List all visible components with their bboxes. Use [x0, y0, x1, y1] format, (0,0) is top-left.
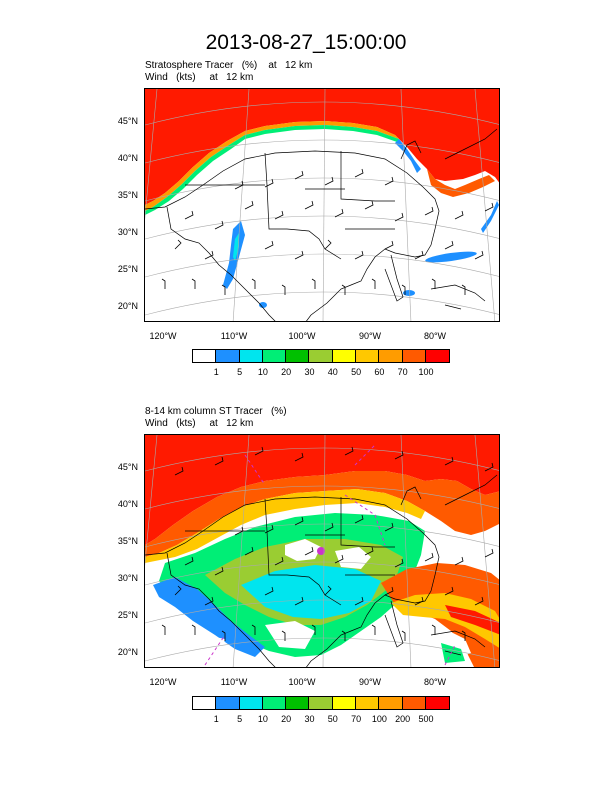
colorbar-swatch — [402, 350, 426, 362]
colorbar-label: 20 — [281, 367, 292, 377]
colorbar-label: 10 — [257, 367, 268, 377]
colorbar-label: 20 — [281, 714, 292, 724]
panel1-map — [144, 88, 500, 322]
panel2-lat-label: 30°N — [117, 573, 138, 583]
panel1-lon-label: 120°W — [149, 331, 177, 341]
colorbar-label: 100 — [418, 367, 434, 377]
colorbar-swatch — [239, 697, 263, 709]
colorbar-swatch — [379, 697, 403, 709]
colorbar-swatch — [239, 350, 263, 362]
colorbar-label: 30 — [304, 367, 315, 377]
panel2-lat-label: 45°N — [117, 462, 138, 472]
panel2-lat-label: 40°N — [117, 499, 138, 509]
panel1-lon-label: 80°W — [423, 331, 447, 341]
colorbar-swatch — [332, 697, 357, 709]
colorbar-label: 70 — [351, 714, 362, 724]
colorbar-label: 5 — [237, 367, 243, 377]
colorbar-swatch — [309, 697, 333, 709]
panel2-lon-label: 110°W — [220, 677, 248, 687]
colorbar-label: 200 — [395, 714, 411, 724]
panel1-lat-label: 25°N — [117, 264, 138, 274]
panel1-lon-label: 100°W — [288, 331, 316, 341]
magenta-contours — [204, 444, 456, 666]
panel2-colorbar — [192, 696, 451, 710]
tracer-field-high — [145, 435, 499, 545]
wind-barbs — [161, 168, 494, 295]
colorbar-swatch — [309, 350, 333, 362]
colorbar-swatch — [356, 697, 380, 709]
page-title: 2013-08-27_15:00:00 — [205, 31, 407, 54]
panel2-lon-label: 80°W — [423, 677, 447, 687]
coastlines — [145, 474, 498, 667]
panel1-lat-label: 45°N — [117, 116, 138, 126]
colorbar-swatch — [286, 350, 310, 362]
colorbar-swatch — [193, 350, 217, 362]
colorbar-swatch — [356, 350, 380, 362]
graticule — [145, 89, 499, 321]
colorbar-swatch — [193, 697, 217, 709]
colorbar-swatch — [425, 697, 450, 709]
colorbar-label: 1 — [213, 367, 219, 377]
colorbar-label: 100 — [371, 714, 387, 724]
panel2-lon-label: 100°W — [288, 677, 316, 687]
colorbar-swatch — [425, 350, 450, 362]
colorbar-swatch — [262, 350, 287, 362]
colorbar-label: 40 — [327, 367, 338, 377]
colorbar-swatch — [216, 697, 240, 709]
colorbar-label: 5 — [237, 714, 243, 724]
colorbar-label: 500 — [418, 714, 434, 724]
colorbar-label: 70 — [397, 367, 408, 377]
panel2-lon-label: 120°W — [149, 677, 177, 687]
colorbar-swatch — [286, 697, 310, 709]
colorbar-swatch — [216, 350, 240, 362]
panel2-lon-label: 90°W — [358, 677, 382, 687]
coastlines — [145, 128, 498, 321]
panel1-lat-label: 30°N — [117, 227, 138, 237]
panel2-lat-label: 35°N — [117, 536, 138, 546]
panel1-colorbar — [192, 349, 451, 363]
colorbar-label: 60 — [374, 367, 385, 377]
panel1-title-line1: Stratosphere Tracer (%) at 12 km — [145, 60, 313, 71]
panel2-title-line1: 8-14 km column ST Tracer (%) — [145, 406, 287, 417]
colorbar-label: 1 — [213, 714, 219, 724]
panel2-lat-label: 20°N — [117, 647, 138, 657]
colorbar-swatch — [332, 350, 357, 362]
colorbar-label: 10 — [257, 714, 268, 724]
colorbar-label: 50 — [351, 367, 362, 377]
graticule — [145, 435, 499, 667]
panel1-lon-label: 110°W — [220, 331, 248, 341]
colorbar-label: 50 — [327, 714, 338, 724]
panel1-lat-label: 35°N — [117, 190, 138, 200]
colorbar-swatch — [379, 350, 403, 362]
wind-barbs — [161, 446, 494, 641]
panel2-map — [144, 434, 500, 668]
panel1-lat-label: 20°N — [117, 301, 138, 311]
colorbar-swatch — [402, 697, 426, 709]
colorbar-swatch — [262, 697, 287, 709]
panel2-title-line2: Wind (kts) at 12 km — [145, 418, 254, 429]
panel1-lat-label: 40°N — [117, 153, 138, 163]
panel2-lat-label: 25°N — [117, 610, 138, 620]
panel1-title-line2: Wind (kts) at 12 km — [145, 72, 254, 83]
colorbar-label: 30 — [304, 714, 315, 724]
panel1-lon-label: 90°W — [358, 331, 382, 341]
tracer-field-high — [145, 89, 499, 205]
